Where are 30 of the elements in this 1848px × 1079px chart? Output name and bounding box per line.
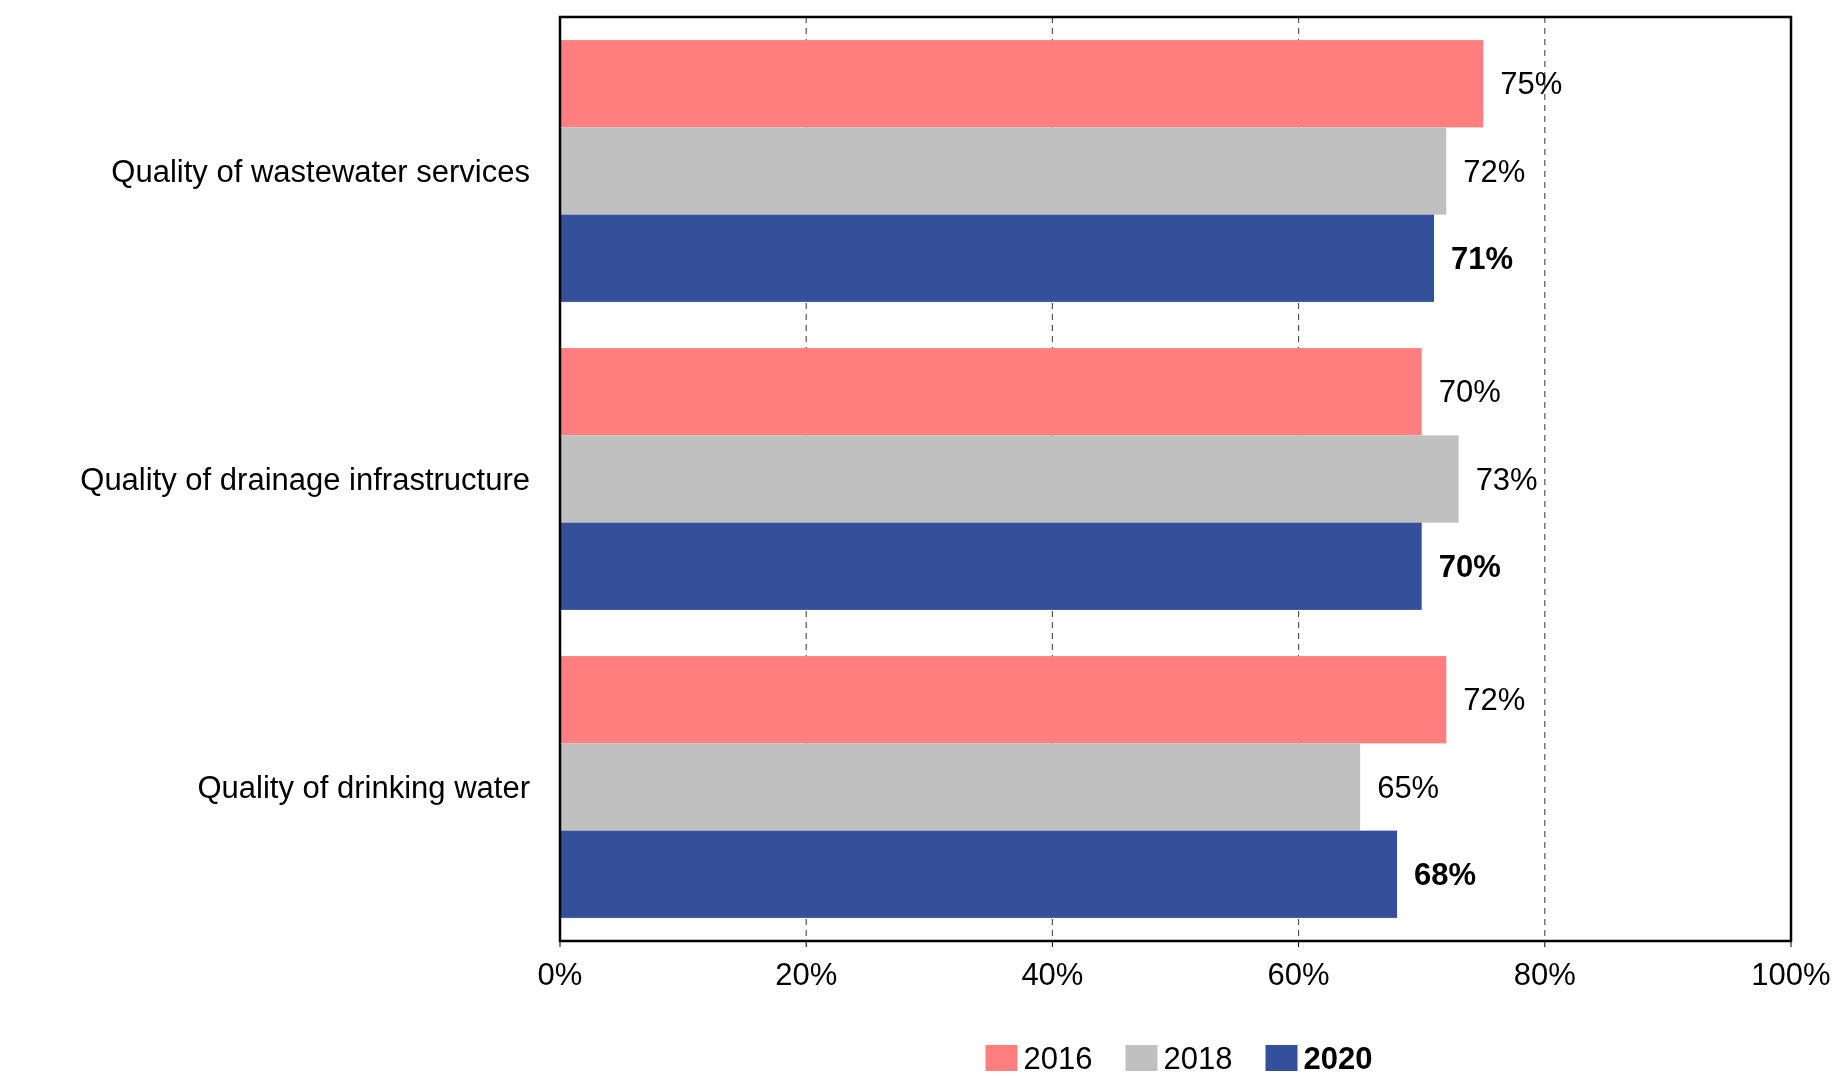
data-label: 70% [1438,374,1501,410]
legend-label: 2016 [1023,1040,1093,1076]
data-label: 68% [1414,856,1477,892]
bar [560,830,1398,918]
x-tick-label: 40% [1021,957,1084,992]
bar [560,522,1422,610]
bar [560,348,1422,436]
data-label: 72% [1463,682,1526,718]
bar [560,435,1459,523]
y-tick-label: Quality of drainage infrastructure [80,461,530,497]
data-label: 70% [1438,548,1501,584]
x-tick-label: 100% [1751,957,1831,992]
x-tick-label: 80% [1513,957,1576,992]
data-label: 73% [1475,461,1538,497]
y-tick-label: Quality of drinking water [197,769,530,805]
bar [560,40,1484,128]
bar [560,743,1361,831]
data-label: 65% [1377,769,1440,805]
data-label: 71% [1451,240,1514,276]
x-tick-label: 0% [537,957,583,992]
legend-label: 2018 [1163,1040,1233,1076]
bar [560,656,1447,744]
y-tick-label: Quality of wastewater services [111,153,530,189]
legend-label: 2020 [1303,1040,1373,1076]
x-tick-label: 20% [775,957,838,992]
data-label: 75% [1500,66,1563,102]
data-label: 72% [1463,153,1526,189]
x-tick-label: 60% [1267,957,1330,992]
bar [560,214,1435,302]
bar [560,127,1447,215]
